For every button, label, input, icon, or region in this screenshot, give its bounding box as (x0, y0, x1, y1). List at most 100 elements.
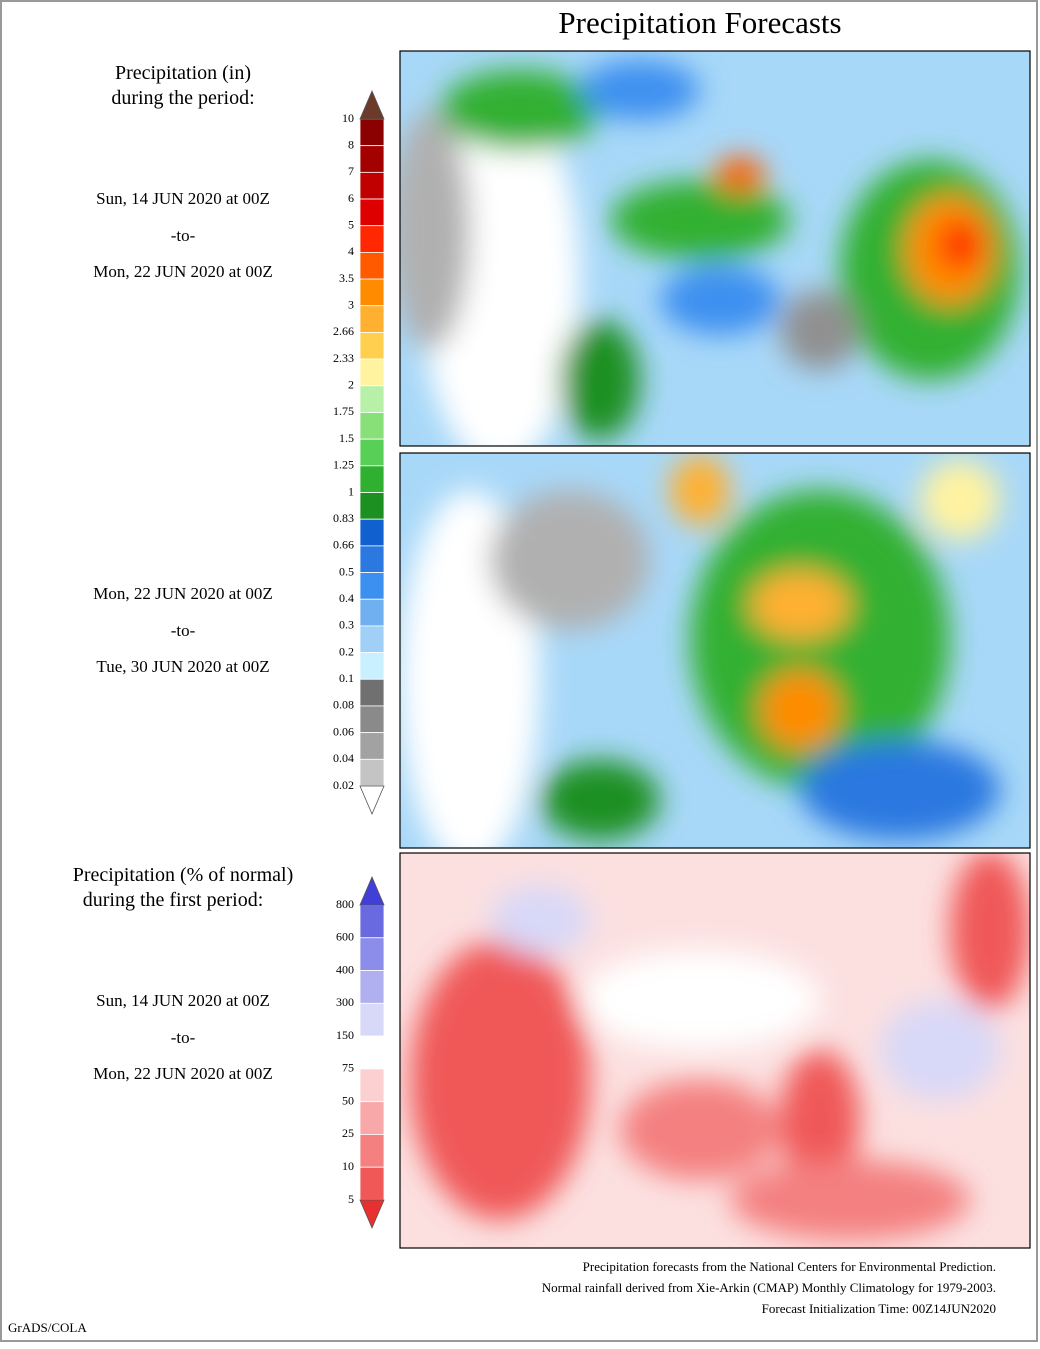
colorbar-arrow (359, 1199, 385, 1230)
period-end: Mon, 22 JUN 2020 at 00Z (93, 262, 272, 281)
colorbar-box (359, 412, 385, 440)
colorbar-label: 0.1 (339, 671, 354, 685)
colorbar-box (359, 332, 385, 360)
colorbar-box (359, 1101, 385, 1135)
period-to: -to- (171, 621, 196, 640)
colorbar-box (359, 758, 385, 787)
colorbar-arrow (359, 89, 385, 120)
legend-heading: Precipitation (% of normal) (73, 864, 294, 886)
legend-heading: during the period: (111, 87, 254, 109)
colorbar-box (359, 1134, 385, 1168)
colorbar-label: 10 (342, 111, 354, 125)
colorbar-box (359, 225, 385, 253)
colorbar-box (359, 598, 385, 627)
colorbar-box (359, 1166, 385, 1201)
colorbar-box (359, 678, 385, 707)
colorbar-label: 600 (336, 930, 354, 944)
map-panel (400, 453, 1030, 848)
colorbar-box (359, 251, 385, 280)
colorbar-box (359, 492, 385, 520)
colorbar-box (359, 625, 385, 653)
legend-heading: during the first period: (83, 889, 264, 911)
period-end: Tue, 30 JUN 2020 at 00Z (96, 657, 269, 676)
colorbar-box (359, 904, 385, 939)
colorbar-label: 2 (348, 378, 354, 392)
colorbar-box (359, 278, 385, 307)
colorbar-box (359, 652, 385, 680)
map-frame (399, 50, 1031, 447)
colorbar-label: 5 (348, 1192, 354, 1206)
period-end: Mon, 22 JUN 2020 at 00Z (93, 1064, 272, 1083)
colorbar-label: 1.75 (333, 404, 354, 418)
colorbar-box (359, 545, 385, 573)
period-start: Sun, 14 JUN 2020 at 00Z (96, 189, 270, 208)
colorbar-label: 0.83 (333, 511, 354, 525)
colorbar-label: 800 (336, 897, 354, 911)
period-start: Mon, 22 JUN 2020 at 00Z (93, 584, 272, 603)
colorbar-label: 7 (348, 164, 354, 178)
colorbar-label: 4 (348, 244, 354, 258)
footer-line: Forecast Initialization Time: 00Z14JUN20… (762, 1301, 996, 1316)
colorbar-box (359, 1035, 385, 1070)
map-frame (399, 452, 1031, 849)
colorbar-box (359, 465, 385, 493)
legend-heading: Precipitation (in) (115, 62, 251, 84)
footer-line: Precipitation forecasts from the Nationa… (583, 1259, 996, 1274)
colorbar-box (359, 145, 385, 173)
colorbar-label: 0.06 (333, 724, 354, 738)
colorbar-box (359, 1068, 385, 1103)
colorbar-label: 1.5 (339, 431, 354, 445)
colorbar-label: 10 (342, 1159, 354, 1173)
footer-line: Normal rainfall derived from Xie-Arkin (… (542, 1280, 996, 1295)
colorbar-label: 0.2 (339, 644, 354, 658)
credit: GrADS/COLA (8, 1320, 87, 1335)
colorbar-label: 0.3 (339, 618, 354, 632)
colorbar-label: 75 (342, 1061, 354, 1075)
colorbar-box (359, 438, 385, 467)
period-to: -to- (171, 226, 196, 245)
colorbar-label: 3.5 (339, 271, 354, 285)
colorbar-label: 8 (348, 137, 354, 151)
colorbar-box (359, 732, 385, 760)
colorbar-box (359, 385, 385, 413)
colorbar-label: 300 (336, 995, 354, 1009)
colorbar-label: 25 (342, 1126, 354, 1140)
colorbar-label: 1.25 (333, 458, 354, 472)
colorbar-arrow (359, 875, 385, 906)
colorbar-label: 1 (348, 484, 354, 498)
colorbar-box (359, 1002, 385, 1037)
colorbar-label: 0.66 (333, 538, 354, 552)
colorbar-box (359, 970, 385, 1004)
colorbar-box (359, 198, 385, 227)
map-panel (400, 853, 1030, 1248)
colorbar-label: 2.66 (333, 324, 354, 338)
colorbar-label: 0.02 (333, 778, 354, 792)
colorbar-box (359, 937, 385, 971)
colorbar-label: 0.4 (339, 591, 354, 605)
colorbar-box (359, 358, 385, 387)
colorbar-box (359, 572, 385, 600)
colorbar-label: 0.08 (333, 698, 354, 712)
colorbar-label: 50 (342, 1093, 354, 1107)
colorbar-label: 5 (348, 217, 354, 231)
colorbar-box (359, 118, 385, 147)
colorbar-label: 6 (348, 191, 354, 205)
colorbar-label: 400 (336, 962, 354, 976)
colorbar-label: 2.33 (333, 351, 354, 365)
title: Precipitation Forecasts (558, 5, 841, 40)
colorbar-arrow (359, 785, 385, 816)
map-panel (400, 51, 1030, 446)
period-start: Sun, 14 JUN 2020 at 00Z (96, 991, 270, 1010)
colorbar-label: 150 (336, 1028, 354, 1042)
colorbar-label: 0.5 (339, 564, 354, 578)
colorbar-label: 0.04 (333, 751, 354, 765)
period-to: -to- (171, 1028, 196, 1047)
colorbar-box (359, 171, 385, 200)
map-frame (399, 852, 1031, 1249)
colorbar-label: 3 (348, 298, 354, 312)
colorbar-box (359, 305, 385, 333)
colorbar-box (359, 705, 385, 734)
colorbar-box (359, 518, 385, 547)
